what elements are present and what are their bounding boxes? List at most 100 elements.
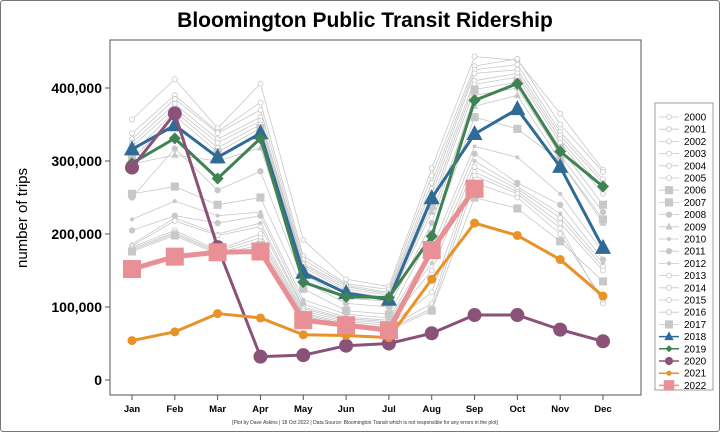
dot-marker bbox=[301, 297, 306, 302]
diamond-marker bbox=[554, 145, 567, 158]
circle-marker bbox=[214, 219, 221, 227]
diamond-marker bbox=[468, 94, 481, 107]
open-marker bbox=[600, 169, 606, 175]
open-marker bbox=[666, 114, 672, 120]
legend-label: 2013 bbox=[684, 271, 707, 282]
circle-marker bbox=[128, 227, 136, 234]
legend-label: 2010 bbox=[684, 235, 707, 246]
circle-marker bbox=[467, 308, 482, 323]
dot-marker bbox=[215, 213, 220, 218]
legend-label: 2012 bbox=[684, 259, 707, 270]
series-2019 bbox=[126, 77, 609, 304]
circle-marker bbox=[342, 300, 350, 307]
open-marker bbox=[214, 130, 221, 137]
triangle-marker bbox=[509, 100, 526, 116]
series-2010 bbox=[130, 144, 605, 320]
open-marker bbox=[129, 116, 135, 123]
triangle-marker bbox=[252, 124, 269, 140]
open-marker bbox=[557, 110, 564, 117]
legend-item-2012: 2012 bbox=[659, 259, 707, 270]
legend-item-2005: 2005 bbox=[659, 174, 707, 185]
legend-label: 2016 bbox=[684, 308, 707, 319]
legend-label: 2007 bbox=[684, 198, 707, 209]
square-marker bbox=[513, 204, 522, 213]
legend-item-2003: 2003 bbox=[659, 149, 707, 160]
open-marker bbox=[557, 231, 564, 237]
square-marker bbox=[299, 284, 308, 293]
legend-label: 2015 bbox=[684, 296, 707, 307]
circle-marker bbox=[257, 212, 264, 219]
open-marker bbox=[514, 194, 521, 201]
diamond-marker bbox=[665, 345, 673, 353]
series-line-2009 bbox=[131, 94, 604, 302]
open-marker bbox=[557, 121, 564, 128]
dot-marker bbox=[558, 211, 563, 216]
circle-marker bbox=[664, 356, 674, 366]
legend-label: 2019 bbox=[684, 344, 707, 355]
circle-marker bbox=[471, 150, 478, 157]
square-marker bbox=[213, 200, 222, 209]
x-tick-label: Aug bbox=[422, 404, 441, 415]
legend-item-2000: 2000 bbox=[659, 113, 707, 124]
series-2017 bbox=[127, 193, 608, 335]
x-tick-label: Apr bbox=[252, 404, 269, 415]
dot-marker bbox=[472, 144, 477, 149]
legend-item-2011: 2011 bbox=[659, 247, 706, 258]
open-marker bbox=[257, 223, 264, 230]
y-tick-label: 200,000 bbox=[51, 226, 102, 242]
diamond-marker bbox=[340, 290, 353, 303]
legend-label: 2004 bbox=[684, 161, 707, 172]
series-line-2012 bbox=[131, 160, 604, 323]
dot-marker bbox=[172, 199, 177, 204]
x-tick-label: Jan bbox=[124, 404, 141, 415]
square-marker bbox=[470, 113, 479, 122]
circle-marker bbox=[125, 160, 139, 175]
square-marker bbox=[127, 189, 137, 198]
legend-item-2009: 2009 bbox=[659, 222, 707, 233]
legend-item-2015: 2015 bbox=[659, 296, 707, 307]
legend-label: 2008 bbox=[684, 210, 707, 221]
dot-marker bbox=[427, 274, 437, 284]
legend-item-2021: 2021 bbox=[659, 369, 707, 380]
triangle-marker bbox=[124, 140, 140, 156]
square-marker bbox=[342, 306, 351, 315]
series-2004 bbox=[129, 70, 606, 299]
square-marker bbox=[123, 260, 141, 279]
series-line-2002 bbox=[131, 64, 604, 293]
y-tick-label: 0 bbox=[94, 372, 102, 388]
x-tick-label: Jun bbox=[338, 404, 355, 415]
series-line-2021 bbox=[131, 221, 604, 343]
legend-label: 2001 bbox=[684, 125, 707, 136]
legend-label: 2000 bbox=[684, 113, 707, 124]
square-marker bbox=[470, 85, 479, 94]
dot-marker bbox=[298, 330, 308, 340]
circle-marker bbox=[128, 194, 136, 201]
x-tick-label: Mar bbox=[209, 404, 226, 415]
dot-marker bbox=[255, 313, 265, 323]
legend-label: 2018 bbox=[684, 332, 707, 343]
legend-item-2007: 2007 bbox=[659, 198, 707, 209]
open-marker bbox=[171, 76, 178, 83]
open-marker bbox=[514, 55, 521, 62]
circle-marker bbox=[339, 338, 354, 353]
legend-item-2004: 2004 bbox=[659, 161, 707, 172]
y-tick-label: 400,000 bbox=[51, 80, 102, 96]
square-marker bbox=[465, 179, 484, 198]
legend-item-2022: 2022 bbox=[659, 380, 707, 392]
circle-marker bbox=[296, 348, 311, 363]
y-axis-label: number of trips bbox=[14, 168, 31, 268]
open-marker bbox=[471, 172, 478, 179]
series-line-2007 bbox=[131, 116, 604, 315]
diamond-marker bbox=[511, 77, 524, 90]
open-marker bbox=[666, 284, 672, 291]
open-marker bbox=[471, 70, 478, 77]
dot-marker bbox=[598, 291, 608, 301]
legend-label: 2020 bbox=[684, 357, 707, 368]
series-2003 bbox=[129, 66, 606, 297]
legend-label: 2021 bbox=[684, 369, 707, 380]
open-marker bbox=[666, 175, 672, 181]
dot-marker bbox=[515, 155, 520, 160]
series-2012 bbox=[130, 159, 605, 324]
open-marker bbox=[428, 289, 435, 296]
triangle-marker bbox=[295, 263, 312, 279]
